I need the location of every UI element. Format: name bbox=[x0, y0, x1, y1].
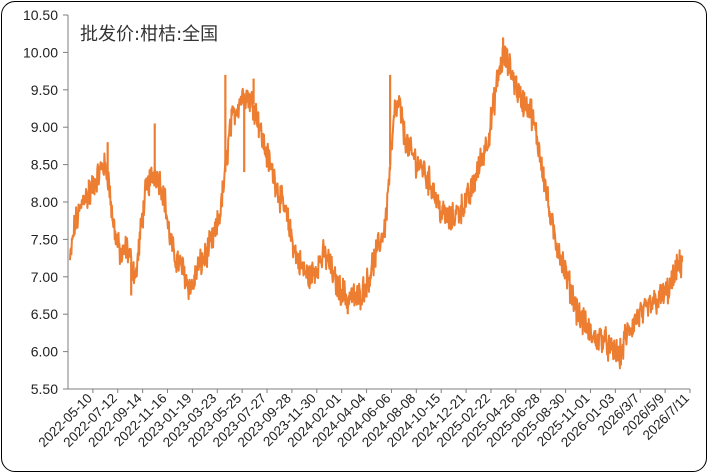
axes bbox=[67, 15, 690, 390]
y-tick-label: 7.00 bbox=[31, 269, 58, 285]
y-axis-ticks: 5.50 6.00 6.50 7.00 7.50 8.00 8.50 9.00 9.50 10.0… bbox=[23, 7, 68, 397]
y-tick-label: 6.00 bbox=[31, 344, 58, 360]
x-axis-ticks: 2022-05-102022-07-122022-09-142022-11-16… bbox=[36, 389, 692, 450]
y-tick-label: 8.00 bbox=[31, 194, 58, 210]
series-line bbox=[69, 45, 683, 370]
chart-title: 批发价:柑桔:全国 bbox=[80, 24, 218, 45]
y-tick-label: 10.50 bbox=[23, 7, 58, 23]
y-tick-label: 8.50 bbox=[31, 157, 58, 173]
y-tick-label: 9.00 bbox=[31, 119, 58, 135]
series-group bbox=[69, 37, 684, 370]
y-tick-label: 9.50 bbox=[31, 82, 58, 98]
y-tick-label: 7.50 bbox=[31, 231, 58, 247]
y-tick-label: 6.50 bbox=[31, 306, 58, 322]
y-tick-label: 10.00 bbox=[23, 44, 58, 60]
y-tick-label: 5.50 bbox=[31, 381, 58, 397]
